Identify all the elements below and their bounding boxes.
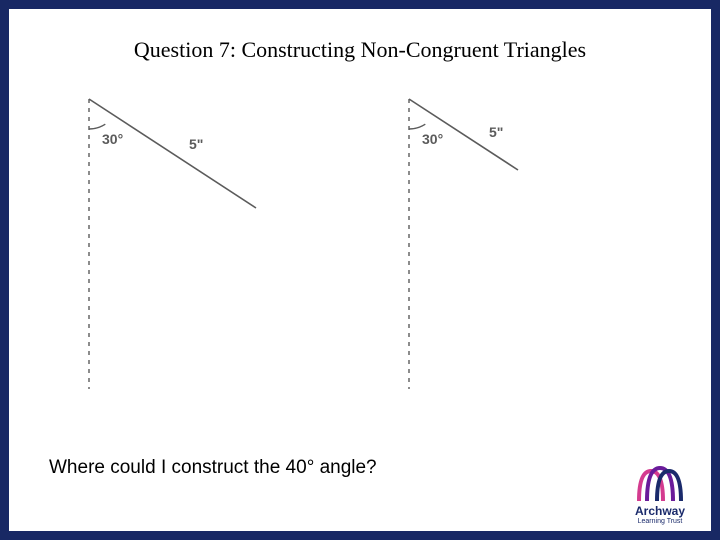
angle-arc: [89, 124, 105, 129]
slide-title: Question 7: Constructing Non-Congruent T…: [9, 37, 711, 63]
logo-text-sub: Learning Trust: [621, 518, 699, 525]
angle-arc: [409, 124, 425, 129]
question-text: Where could I construct the 40° angle?: [49, 457, 377, 479]
archway-logo: Archway Learning Trust: [621, 465, 699, 525]
angle-diagram-left: 30° 5": [69, 89, 329, 409]
side-label: 5": [489, 124, 503, 140]
figure-left: 30° 5": [69, 89, 329, 414]
ray-line: [89, 99, 256, 208]
angle-label: 30°: [422, 131, 443, 147]
logo-text-main: Archway: [621, 505, 699, 517]
side-label: 5": [189, 136, 203, 152]
diagram-area: 30° 5" 30° 5": [69, 89, 669, 429]
logo-arches-icon: [635, 465, 685, 503]
slide-frame: Question 7: Constructing Non-Congruent T…: [0, 0, 720, 540]
figure-right: 30° 5": [389, 89, 619, 414]
angle-diagram-right: 30° 5": [389, 89, 619, 409]
angle-label: 30°: [102, 131, 123, 147]
